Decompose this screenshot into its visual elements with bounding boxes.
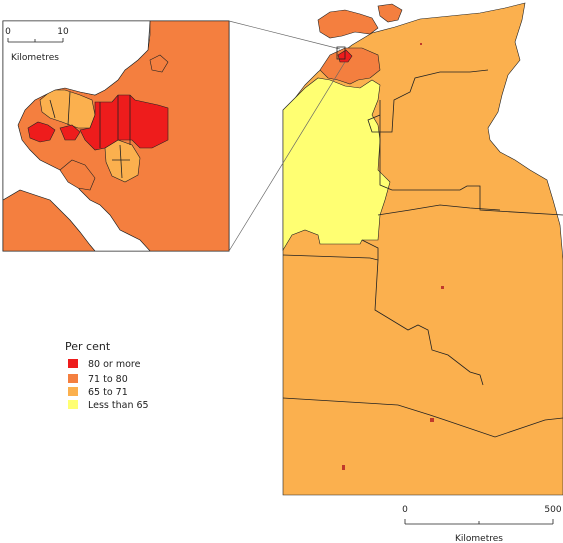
main-scale-bar: 0 500 Kilometres [402, 505, 562, 543]
main-scale-unit: Kilometres [455, 534, 503, 543]
inset-scale-start: 0 [5, 27, 11, 37]
legend: Per cent 80 or more 71 to 80 65 to 71 Le… [65, 340, 149, 411]
town-marker [420, 43, 422, 45]
inset-scale-unit: Kilometres [11, 53, 59, 63]
main-scale-start: 0 [402, 505, 408, 515]
inset-region-west-core [27, 121, 56, 143]
region-tiwi-islands [317, 9, 379, 39]
legend-swatch [68, 400, 78, 409]
inset-scale-end: 10 [57, 27, 69, 37]
region-mainland [282, 2, 563, 496]
inset-region-palmerston [104, 139, 141, 183]
main-scale-end: 500 [544, 505, 561, 515]
region-west [282, 77, 391, 252]
inset-peninsula [59, 159, 96, 191]
legend-label: 65 to 71 [88, 387, 128, 398]
inset-map: 0 10 Kilometres [2, 20, 230, 252]
legend-title: Per cent [65, 340, 111, 353]
inset-island [149, 54, 169, 73]
legend-swatch [68, 359, 78, 368]
inset-scale-bar: 0 10 Kilometres [5, 27, 69, 63]
inset-boundaries [49, 91, 131, 179]
legend-label: Less than 65 [88, 400, 149, 411]
region-coburg [377, 3, 403, 23]
main-map [282, 2, 563, 496]
inset-leader-lines [228, 20, 346, 252]
legend-label: 71 to 80 [88, 374, 128, 385]
boundary-lines [282, 69, 563, 438]
town-marker [342, 465, 345, 470]
legend-label: 80 or more [88, 359, 141, 370]
town-marker [430, 418, 434, 422]
inset-region-cbd [59, 124, 81, 141]
legend-swatch [68, 387, 78, 396]
legend-swatch [68, 374, 78, 383]
region-darwin-surrounds [319, 47, 381, 85]
town-marker [441, 286, 444, 289]
